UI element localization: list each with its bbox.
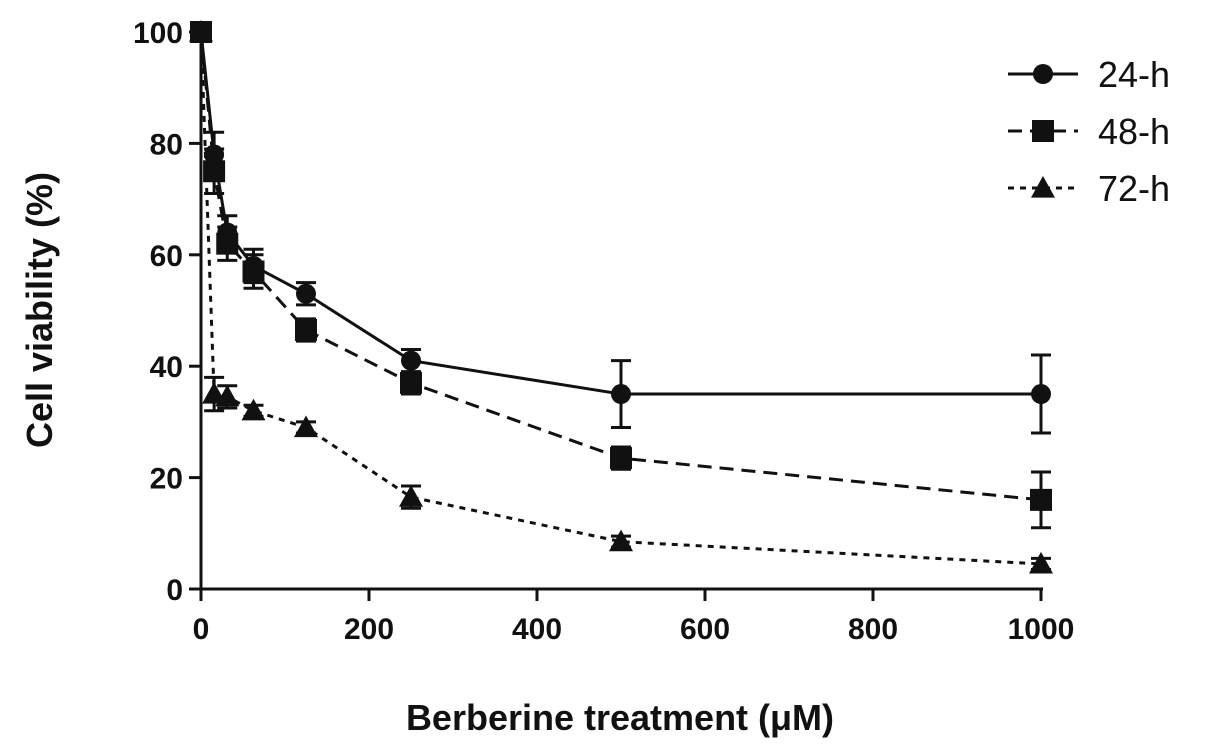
data-point (610, 447, 632, 470)
y-tick-label: 20 (150, 463, 183, 496)
series-layer (189, 20, 1053, 574)
x-tick-label: 1000 (1008, 613, 1075, 646)
x-tick-label: 200 (344, 613, 394, 646)
data-point (1029, 551, 1053, 574)
legend-marker (1033, 64, 1053, 84)
data-point (242, 260, 265, 283)
legend-marker (1031, 176, 1055, 198)
y-tick-label: 40 (150, 351, 183, 384)
y-tick-label: 60 (150, 240, 183, 273)
data-point (609, 529, 633, 552)
data-point (215, 384, 240, 407)
data-point (216, 232, 239, 255)
data-point (1031, 384, 1051, 405)
legend-marker (1032, 120, 1054, 142)
series-72-h (189, 20, 1053, 574)
data-point (295, 318, 317, 341)
y-tick-label: 100 (133, 17, 183, 50)
x-tick-label: 400 (512, 613, 562, 646)
x-tick-label: 800 (848, 613, 898, 646)
data-point (1030, 488, 1052, 511)
x-tick-label: 600 (680, 613, 730, 646)
series-48-h (190, 21, 1052, 530)
legend-label: 72-h (1098, 168, 1170, 209)
series-24-h (191, 22, 1051, 435)
legend: 24-h 48-h 72-h (1008, 54, 1170, 209)
x-axis-title: Berberine treatment (μM) (406, 697, 834, 738)
x-tick-label: 0 (193, 613, 210, 646)
data-point (611, 384, 631, 405)
legend-label: 24-h (1098, 54, 1170, 95)
data-point (294, 415, 318, 438)
series-line (199, 31, 1042, 566)
legend-entry: 72-h (1008, 168, 1170, 209)
y-axis-title: Cell viability (%) (19, 172, 60, 448)
data-point (401, 350, 421, 371)
legend-entry: 48-h (1008, 111, 1170, 152)
series-line (199, 31, 1042, 502)
y-tick-label: 0 (166, 574, 183, 607)
data-point (399, 485, 423, 507)
data-point (241, 398, 266, 421)
legend-entry: 24-h (1008, 54, 1170, 95)
legend-label: 48-h (1098, 111, 1170, 152)
data-point (203, 160, 226, 183)
data-point (296, 283, 316, 304)
y-tick-label: 80 (150, 128, 183, 161)
data-point (400, 371, 422, 394)
data-point (189, 20, 213, 42)
